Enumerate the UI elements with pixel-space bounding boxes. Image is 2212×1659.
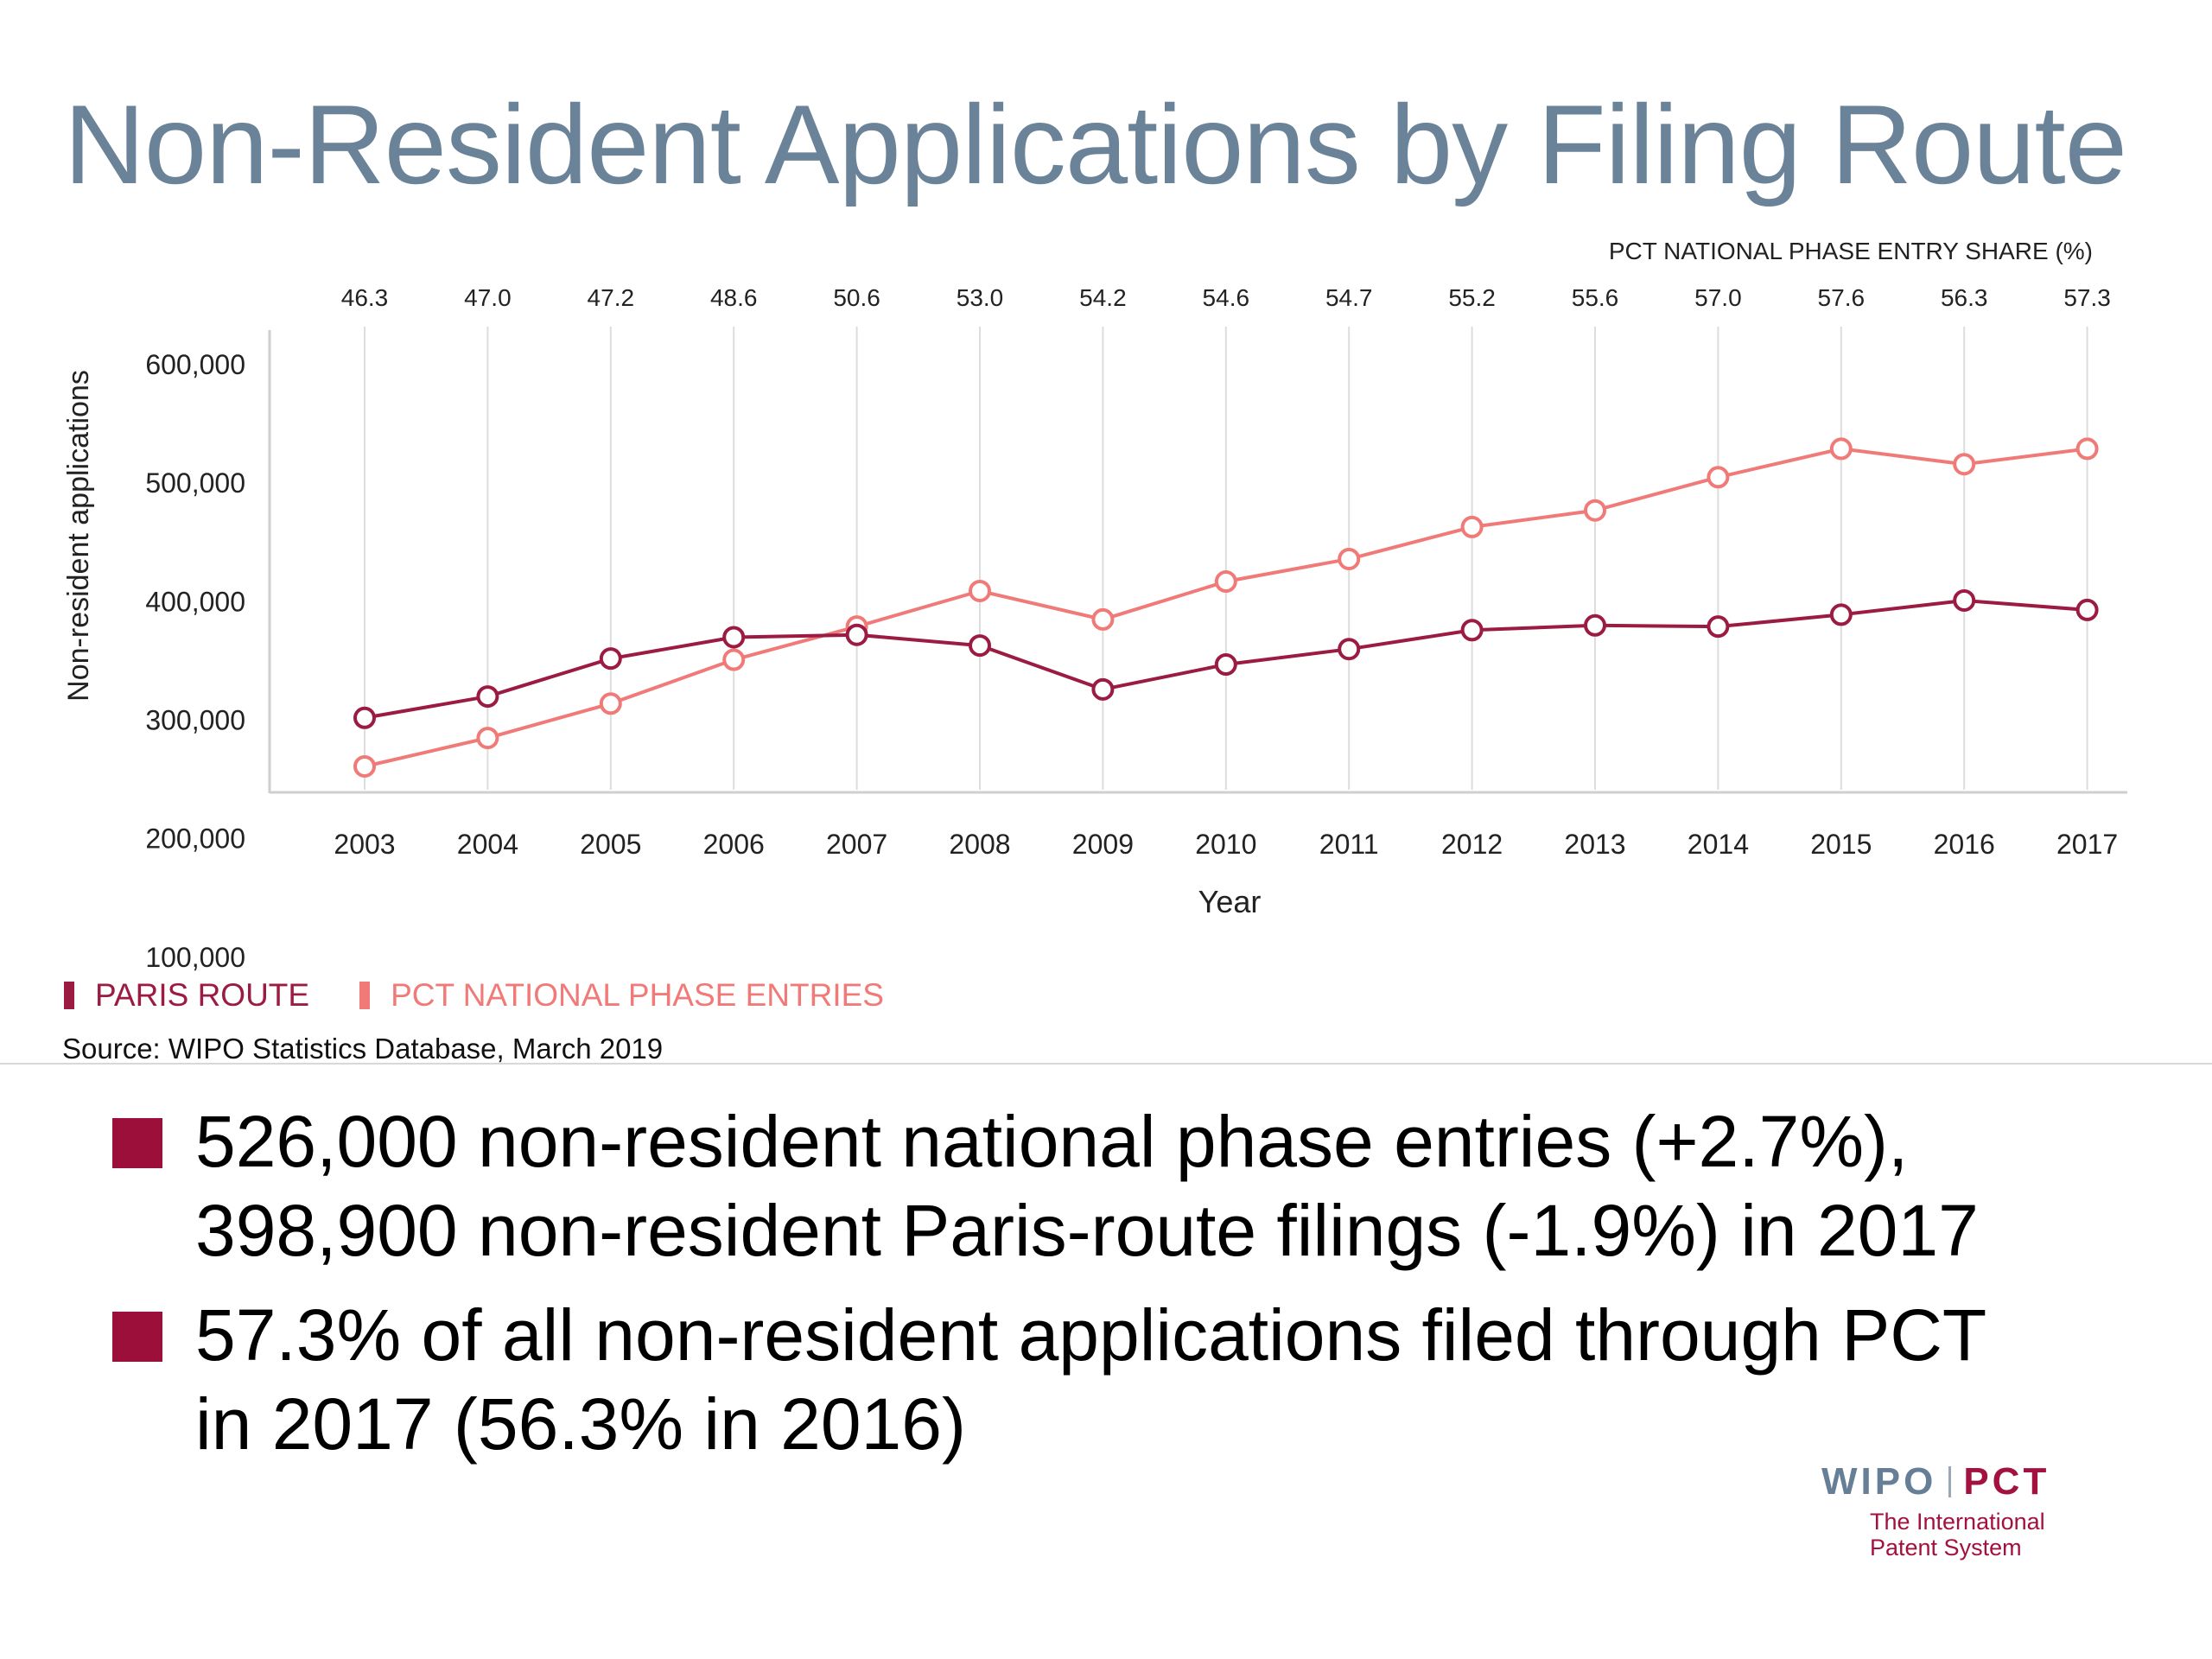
data-point bbox=[1584, 613, 1606, 637]
data-point bbox=[1707, 615, 1730, 639]
y-tick-label: 300,000 bbox=[145, 705, 245, 736]
data-point bbox=[722, 648, 746, 671]
data-point bbox=[353, 706, 376, 729]
data-point bbox=[2075, 437, 2099, 461]
share-row-label: PCT NATIONAL PHASE ENTRY SHARE (%) bbox=[1609, 238, 2093, 264]
data-point bbox=[969, 634, 991, 658]
x-tick-label: 2017 bbox=[2056, 829, 2118, 860]
data-point bbox=[845, 623, 868, 646]
data-point bbox=[1214, 570, 1237, 594]
x-tick-label: 2013 bbox=[1564, 829, 1625, 860]
x-tick-label: 2008 bbox=[949, 829, 1010, 860]
share-value-label: 54.7 bbox=[1325, 284, 1373, 311]
bullet-marker bbox=[112, 1312, 162, 1362]
data-point bbox=[599, 692, 622, 715]
x-tick-label: 2014 bbox=[1688, 829, 1749, 860]
share-value-label: 54.2 bbox=[1079, 284, 1127, 311]
x-tick-label: 2003 bbox=[334, 829, 395, 860]
x-tick-label: 2006 bbox=[703, 829, 765, 860]
data-point bbox=[1214, 653, 1237, 677]
source-note: Source: WIPO Statistics Database, March … bbox=[62, 1033, 664, 1065]
share-value-label: 57.6 bbox=[1818, 284, 1866, 311]
share-value-label: 56.3 bbox=[1941, 284, 1988, 311]
data-point bbox=[1584, 499, 1606, 522]
data-point bbox=[1707, 466, 1730, 489]
line-chart: PCT NATIONAL PHASE ENTRY SHARE (%) 46.3 20… bbox=[62, 238, 2127, 973]
bullet-text: 526,000 non-resident national phase entr… bbox=[195, 1097, 1979, 1275]
bullet-text: 57.3% of all non-resident applications f… bbox=[195, 1291, 1986, 1469]
x-tick-label: 2012 bbox=[1441, 829, 1503, 860]
legend-label-pct: PCT NATIONAL PHASE ENTRIES bbox=[391, 977, 884, 1013]
share-value-label: 55.6 bbox=[1572, 284, 1619, 311]
share-value-label: 47.2 bbox=[588, 284, 635, 311]
legend-label-paris: PARIS ROUTE bbox=[95, 977, 310, 1013]
legend-item-paris: PARIS ROUTE bbox=[64, 977, 309, 1014]
logo-tagline-line: Patent System bbox=[1870, 1535, 2022, 1560]
data-point bbox=[1338, 547, 1361, 570]
y-tick-label: 500,000 bbox=[145, 467, 245, 499]
x-tick-label: 2015 bbox=[1810, 829, 1872, 860]
slide-title: Non-Resident Applications by Filing Rout… bbox=[64, 81, 2127, 207]
share-value-label: 57.0 bbox=[1694, 284, 1742, 311]
x-tick-label: 2011 bbox=[1319, 829, 1379, 860]
data-point bbox=[1829, 437, 1853, 461]
data-point bbox=[2075, 598, 2099, 621]
share-value-label: 48.6 bbox=[710, 284, 758, 311]
legend-swatch-paris bbox=[64, 982, 74, 1009]
share-value-label: 46.3 bbox=[341, 284, 389, 311]
data-point bbox=[1338, 638, 1361, 661]
y-axis-title: Non-resident applications bbox=[62, 370, 95, 702]
share-value-label: 57.3 bbox=[2063, 284, 2111, 311]
x-tick-label: 2016 bbox=[1934, 829, 1995, 860]
bullet-marker bbox=[112, 1118, 162, 1168]
logo-pct-text: PCT bbox=[1963, 1460, 2050, 1503]
x-tick-label: 2010 bbox=[1195, 829, 1256, 860]
bullet-line: 398,900 non-resident Paris-route filings… bbox=[195, 1190, 1979, 1271]
y-tick-label: 600,000 bbox=[145, 349, 245, 380]
logo-wordmark: WIPO PCT bbox=[1821, 1460, 2081, 1503]
share-value-label: 50.6 bbox=[833, 284, 880, 311]
legend-swatch-pct bbox=[359, 982, 371, 1009]
data-point bbox=[1091, 677, 1115, 701]
x-tick-label: 2009 bbox=[1072, 829, 1134, 860]
y-tick-label: 100,000 bbox=[145, 942, 245, 973]
data-point bbox=[353, 754, 376, 778]
x-tick-label: 2005 bbox=[580, 829, 641, 860]
logo-tagline-line: The International bbox=[1870, 1509, 2045, 1535]
bullet-item: 526,000 non-resident national phase entr… bbox=[112, 1097, 2100, 1275]
data-point bbox=[1829, 603, 1853, 626]
bullet-line: in 2017 (56.3% in 2016) bbox=[195, 1383, 966, 1465]
logo-separator bbox=[1948, 1466, 1952, 1497]
logo-tagline: The International Patent System bbox=[1821, 1509, 2081, 1560]
bullet-list: 526,000 non-resident national phase entr… bbox=[112, 1097, 2100, 1484]
share-value-label: 55.2 bbox=[1448, 284, 1496, 311]
x-tick-label: 2004 bbox=[457, 829, 518, 860]
bullet-line: 526,000 non-resident national phase entr… bbox=[195, 1101, 1909, 1182]
data-point bbox=[722, 626, 746, 649]
data-point bbox=[476, 727, 499, 750]
data-point bbox=[476, 685, 499, 709]
bullet-item: 57.3% of all non-resident applications f… bbox=[112, 1291, 2100, 1469]
data-point bbox=[599, 647, 622, 671]
data-point bbox=[1460, 515, 1484, 538]
data-point bbox=[969, 579, 991, 602]
logo-wipo-text: WIPO bbox=[1821, 1460, 1937, 1503]
share-value-label: 54.6 bbox=[1203, 284, 1250, 311]
data-point bbox=[1460, 619, 1484, 642]
data-point bbox=[1091, 607, 1115, 631]
chart-legend: PARIS ROUTE PCT NATIONAL PHASE ENTRIES bbox=[64, 976, 934, 1014]
data-point bbox=[1953, 453, 1976, 476]
chart-panel: PCT NATIONAL PHASE ENTRY SHARE (%) 46.3 20… bbox=[0, 223, 2212, 1065]
legend-item-pct: PCT NATIONAL PHASE ENTRIES bbox=[359, 977, 884, 1014]
x-tick-label: 2007 bbox=[826, 829, 887, 860]
x-axis-title: Year bbox=[1198, 884, 1262, 919]
y-tick-label: 400,000 bbox=[145, 586, 245, 617]
bullet-line: 57.3% of all non-resident applications f… bbox=[195, 1294, 1987, 1376]
share-value-label: 47.0 bbox=[464, 284, 512, 311]
y-tick-label: 200,000 bbox=[145, 823, 245, 855]
share-value-label: 53.0 bbox=[957, 284, 1004, 311]
wipo-pct-logo: WIPO PCT The International Patent System bbox=[1821, 1460, 2081, 1560]
data-point bbox=[1953, 588, 1976, 612]
